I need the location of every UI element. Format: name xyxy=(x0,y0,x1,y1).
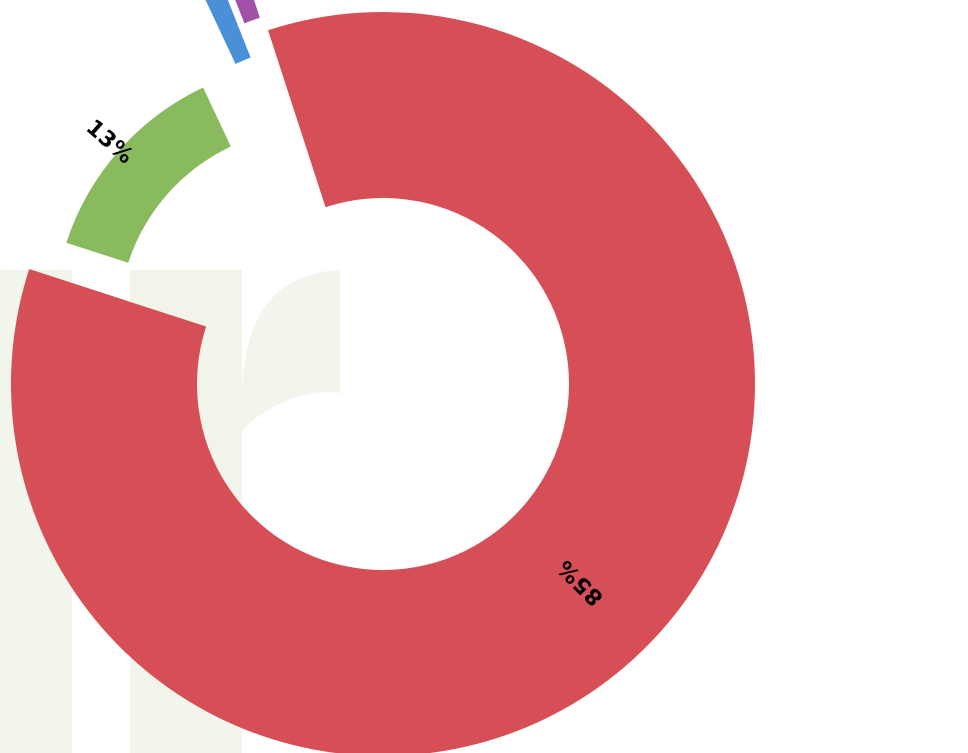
watermark-arc xyxy=(242,270,340,430)
slices-group xyxy=(11,0,755,753)
donut-slice xyxy=(66,87,231,263)
donut-slice xyxy=(11,12,755,753)
donut-slice xyxy=(205,0,251,64)
donut-slice xyxy=(235,0,260,24)
